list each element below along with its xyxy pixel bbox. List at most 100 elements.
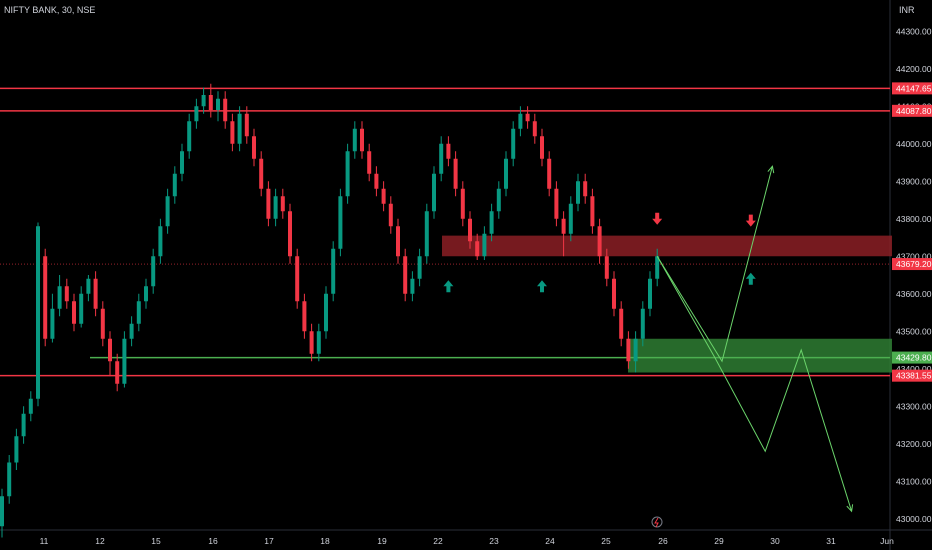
level-price-label: 44147.65 (896, 83, 932, 93)
candle-body (331, 248, 336, 294)
demand-zone (628, 338, 892, 373)
level-price-label: 43679.20 (896, 259, 932, 269)
candle-body (0, 496, 4, 527)
arrow-up-icon (537, 280, 547, 293)
candle-body (374, 173, 379, 189)
candle-body (50, 308, 55, 339)
candle-body (295, 256, 300, 302)
candle-body (7, 462, 12, 497)
candle-body (511, 128, 516, 159)
candle-body (230, 121, 235, 144)
candle-body (324, 293, 328, 332)
candle-body (172, 173, 177, 197)
y-tick-label: 43200.00 (896, 439, 932, 449)
candle-body (540, 136, 544, 159)
candle-body (360, 128, 364, 152)
symbol-label: NIFTY BANK, 30, NSE (4, 5, 96, 15)
y-tick-label: 44000.00 (896, 139, 932, 149)
candle-body (489, 211, 494, 234)
candle-body (57, 286, 62, 309)
x-tick-label: 25 (601, 536, 611, 546)
candle-body (417, 256, 422, 279)
level-price-tag (892, 258, 932, 271)
candle-body (21, 413, 26, 437)
x-tick-label: 24 (545, 536, 555, 546)
candle-body (151, 256, 156, 287)
candle-body (252, 136, 256, 159)
candle-body (410, 278, 415, 294)
candle-body (158, 226, 163, 257)
y-tick-label: 43900.00 (896, 176, 932, 186)
candle-body (14, 436, 19, 463)
candle-body (525, 113, 530, 122)
candle-body (223, 98, 228, 122)
x-tick-label: 11 (40, 536, 49, 546)
candle-body (561, 218, 566, 234)
candle-body (64, 286, 69, 302)
y-tick-label: 44300.00 (896, 26, 932, 36)
x-tick-label: 23 (489, 536, 499, 546)
candle-body (532, 121, 537, 137)
level-price-label: 44087.80 (896, 106, 932, 116)
candle-body (554, 188, 559, 219)
y-tick-label: 43300.00 (896, 401, 932, 411)
x-tick-label: 30 (770, 536, 780, 546)
x-tick-label: 17 (264, 536, 274, 546)
candle-body (259, 158, 264, 189)
candle-body (439, 143, 444, 174)
x-tick-label: 31 (826, 536, 836, 546)
candle-body (496, 188, 501, 212)
candle-body (93, 278, 98, 309)
x-tick-label: 19 (377, 536, 387, 546)
candle-body (86, 278, 91, 294)
candle-body (367, 151, 372, 174)
candle-body (72, 301, 76, 324)
candle-body (432, 173, 436, 212)
candle-body (28, 398, 33, 414)
candle-body (446, 143, 451, 159)
candle-body (79, 293, 84, 324)
candle-body (453, 158, 458, 189)
x-tick-label: 15 (151, 536, 161, 546)
arrow-down-icon (745, 214, 756, 227)
candle-body (302, 301, 307, 332)
candle-body (424, 211, 429, 257)
projection-path-up (656, 166, 773, 363)
candle-body (108, 338, 112, 362)
y-tick-label: 44200.00 (896, 64, 932, 74)
level-price-tag (892, 369, 932, 382)
candle-body (518, 113, 523, 129)
candle-body (136, 301, 141, 324)
candle-body (165, 196, 170, 227)
candle-body (612, 278, 616, 309)
candle-body (655, 256, 660, 279)
candle-body (100, 308, 105, 339)
arrow-up-icon (443, 280, 454, 293)
candle-body (648, 278, 652, 309)
candle-body (180, 151, 184, 174)
supply-zone (442, 235, 892, 257)
candle-body (288, 211, 292, 257)
candle-body (352, 128, 357, 152)
level-price-label: 43381.55 (896, 371, 932, 381)
arrow-down-icon (652, 212, 663, 225)
candle-body (583, 181, 588, 197)
candle-body (201, 95, 206, 107)
candle-body (619, 308, 624, 339)
y-tick-label: 43000.00 (896, 514, 932, 524)
candle-body (237, 113, 242, 144)
candle-body (547, 158, 552, 189)
x-tick-label: 29 (714, 536, 724, 546)
candle-body (345, 151, 350, 197)
projection-path-up-arrowhead (767, 165, 775, 174)
candle-body (482, 233, 487, 257)
candle-body (633, 338, 638, 362)
candle-body (576, 181, 580, 204)
x-tick-label: 12 (95, 536, 105, 546)
candle-body (129, 323, 134, 339)
x-tick-label: 18 (320, 536, 330, 546)
candle-body (388, 203, 393, 227)
lightning-icon (654, 517, 659, 528)
